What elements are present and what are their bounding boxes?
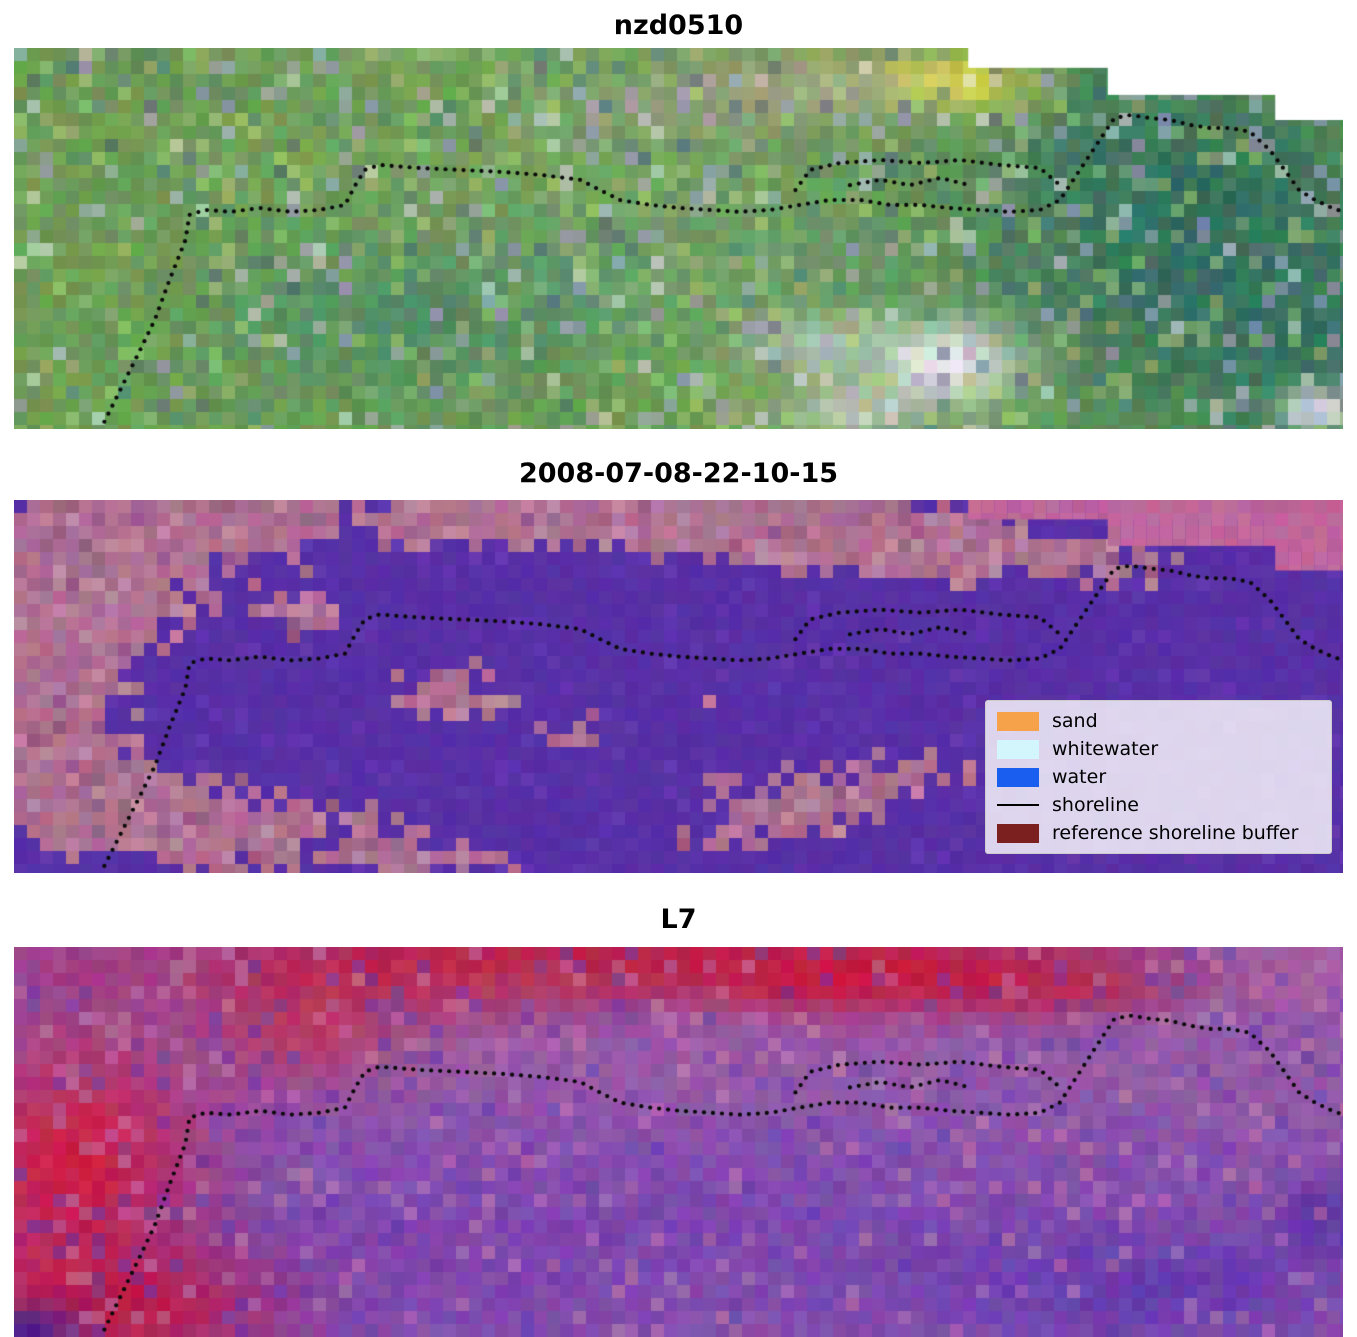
legend-color-swatch [997,823,1039,843]
legend-color-swatch [997,739,1039,759]
legend-item: sand [997,710,1320,732]
panel2-title: 2008-07-08-22-10-15 [518,458,839,489]
panel2-classified-image: sand whitewater water shoreline reference sh… [14,500,1343,873]
legend-item: reference shoreline buffer [997,822,1320,844]
rgb-image-canvas [14,48,1343,429]
legend-item: shoreline [997,794,1320,816]
legend: sand whitewater water shoreline reference sh… [985,700,1332,854]
legend-label: sand [1052,710,1098,732]
l7-image-canvas [14,947,1343,1337]
panel3-l7-image [14,947,1343,1337]
legend-item: whitewater [997,738,1320,760]
legend-line-swatch [997,804,1039,806]
panel1-title: nzd0510 [613,10,744,41]
legend-label: shoreline [1052,794,1139,816]
legend-label: whitewater [1052,738,1159,760]
panel1-rgb-image [14,48,1343,429]
legend-color-swatch [997,711,1039,731]
panel3-title: L7 [660,904,697,935]
legend-label: water [1052,766,1107,788]
legend-item: water [997,766,1320,788]
legend-color-swatch [997,767,1039,787]
legend-label: reference shoreline buffer [1052,822,1299,844]
